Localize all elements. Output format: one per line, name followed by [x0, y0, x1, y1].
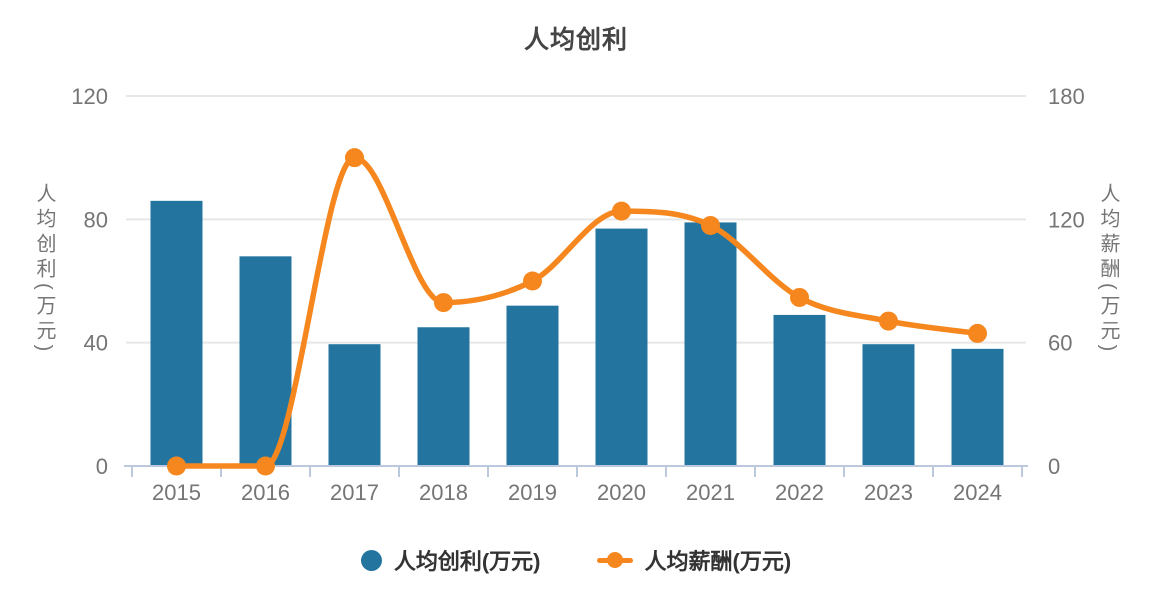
line-point-2016[interactable]: [256, 456, 275, 476]
line-point-2020[interactable]: [612, 201, 631, 221]
x-axis-label-2023: 2023: [864, 480, 913, 505]
x-axis-label-2022: 2022: [775, 480, 824, 505]
left-axis-title: 人均创利(万元): [33, 183, 55, 357]
line-point-2024[interactable]: [968, 323, 987, 343]
right-axis-tick-label: 0: [1048, 454, 1060, 479]
x-axis-label-2015: 2015: [152, 480, 201, 505]
left-axis-tick-label: 0: [96, 454, 108, 479]
legend-item-line-series[interactable]: 人均薪酬(万元): [596, 544, 792, 576]
left-axis-tick-label: 80: [84, 207, 108, 232]
x-axis-label-2017: 2017: [330, 480, 379, 505]
x-axis-label-2024: 2024: [953, 480, 1002, 505]
left-axis-tick-label: 40: [84, 331, 108, 356]
legend-label-bar-series: 人均创利(万元): [393, 549, 541, 574]
x-axis-label-2020: 2020: [597, 480, 646, 505]
x-axis-label-2016: 2016: [241, 480, 290, 505]
legend: 人均创利(万元) 人均薪酬(万元): [0, 544, 1152, 576]
bar-2020[interactable]: [595, 228, 648, 466]
bar-2023[interactable]: [862, 344, 915, 466]
bar-2018[interactable]: [417, 327, 470, 466]
right-axis-title: 人均薪酬(万元): [1097, 183, 1119, 357]
line-series-marker-icon: [596, 552, 633, 568]
legend-label-line-series: 人均薪酬(万元): [644, 549, 792, 574]
right-axis-tick-label: 180: [1048, 84, 1085, 109]
legend-item-bar-series[interactable]: 人均创利(万元): [360, 544, 541, 576]
bar-2022[interactable]: [773, 314, 826, 466]
bar-2024[interactable]: [951, 348, 1004, 466]
line-point-2017[interactable]: [345, 148, 364, 168]
x-axis-label-2019: 2019: [508, 480, 557, 505]
bar-series-marker-icon: [360, 549, 382, 571]
line-point-2019[interactable]: [523, 271, 542, 291]
bar-2017[interactable]: [328, 344, 381, 466]
line-point-2018[interactable]: [434, 293, 453, 313]
line-point-2021[interactable]: [701, 216, 720, 235]
right-axis-tick-label: 120: [1048, 207, 1085, 232]
x-axis-label-2018: 2018: [419, 480, 468, 505]
right-axis-tick-label: 60: [1048, 331, 1072, 356]
bar-2019[interactable]: [506, 305, 559, 466]
line-point-2015[interactable]: [167, 456, 186, 476]
bar-2015[interactable]: [150, 200, 203, 467]
x-axis-label-2021: 2021: [686, 480, 735, 505]
line-point-2023[interactable]: [879, 311, 898, 331]
chart-title: 人均创利: [523, 26, 628, 54]
bar-2021[interactable]: [684, 222, 737, 466]
line-series-path: [173, 154, 981, 469]
line-point-2022[interactable]: [790, 287, 809, 307]
left-axis-tick-label: 120: [71, 84, 108, 109]
